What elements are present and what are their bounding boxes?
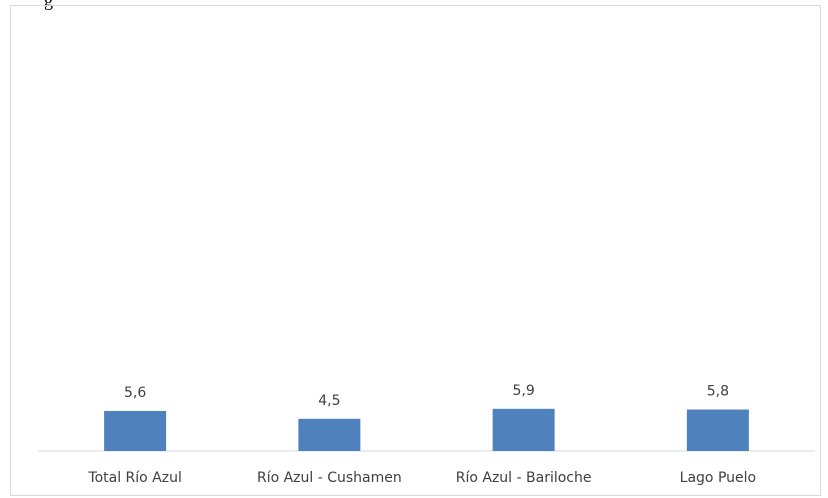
- chart-area: [10, 5, 821, 496]
- bar: [104, 410, 167, 451]
- x-tick-label: Total Río Azul: [87, 470, 181, 486]
- bar: [298, 418, 361, 451]
- x-tick-label: Río Azul - Bariloche: [456, 470, 592, 486]
- bar: [492, 408, 555, 451]
- x-tick-label: Río Azul - Cushamen: [257, 470, 402, 486]
- x-tick-label: Lago Puelo: [680, 470, 756, 486]
- data-label: 5,8: [707, 384, 729, 400]
- bar: [686, 409, 749, 451]
- data-label: 4,5: [318, 393, 340, 409]
- data-label: 5,6: [124, 385, 146, 401]
- data-label: 5,9: [512, 383, 534, 399]
